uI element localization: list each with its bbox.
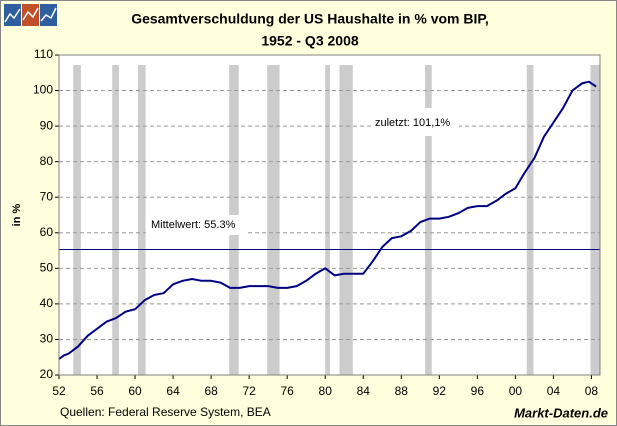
- recession-band: [112, 65, 119, 375]
- y-tick-label: 110: [34, 47, 53, 61]
- watermark: Markt-Daten.de: [514, 405, 608, 420]
- x-tick-label: 00: [509, 384, 523, 398]
- recession-band: [526, 65, 534, 375]
- x-tick-label: 08: [585, 384, 599, 398]
- recession-band: [590, 65, 600, 375]
- plot-border: [58, 54, 601, 376]
- y-tick-label: 90: [40, 118, 54, 132]
- x-tick-label: 56: [90, 384, 104, 398]
- y-tick-label: 30: [40, 332, 54, 346]
- x-tick-label: 68: [204, 384, 218, 398]
- x-tick-label: 96: [471, 384, 485, 398]
- chart-subtitle: 1952 - Q3 2008: [261, 33, 359, 49]
- annotation-box: [146, 215, 246, 235]
- chart-title: Gesamtverschuldung der US Haushalte in %…: [131, 11, 489, 27]
- x-tick-label: 60: [128, 384, 142, 398]
- annotation-box: [371, 108, 459, 136]
- mean-annotation: Mittelwert: 55.3%: [151, 219, 236, 231]
- y-axis-label: in %: [11, 203, 23, 226]
- recession-band: [325, 65, 330, 375]
- recession-band: [73, 65, 81, 375]
- y-tick-label: 60: [40, 225, 54, 239]
- x-tick-label: 92: [433, 384, 447, 398]
- y-tick-label: 40: [40, 296, 54, 310]
- y-tick-label: 50: [40, 261, 54, 275]
- x-tick-label: 84: [357, 384, 371, 398]
- x-tick-label: 64: [166, 384, 180, 398]
- y-tick-label: 20: [40, 367, 54, 381]
- y-tick-label: 70: [40, 189, 54, 203]
- recession-band: [137, 65, 146, 375]
- x-tick-label: 04: [547, 384, 561, 398]
- logo: [4, 4, 57, 26]
- x-tick-label: 80: [319, 384, 333, 398]
- y-tick-label: 100: [33, 83, 53, 97]
- recession-band: [267, 65, 280, 375]
- source: Quellen: Federal Reserve System, BEA: [60, 405, 271, 419]
- x-tick-label: 52: [52, 384, 66, 398]
- x-tick-label: 72: [242, 384, 256, 398]
- y-tick-label: 80: [40, 154, 54, 168]
- x-tick-label: 88: [395, 384, 409, 398]
- recession-band: [339, 65, 353, 375]
- x-tick-label: 76: [281, 384, 295, 398]
- last-annotation: zuletzt: 101,1%: [375, 117, 450, 129]
- data-line: [58, 80, 597, 360]
